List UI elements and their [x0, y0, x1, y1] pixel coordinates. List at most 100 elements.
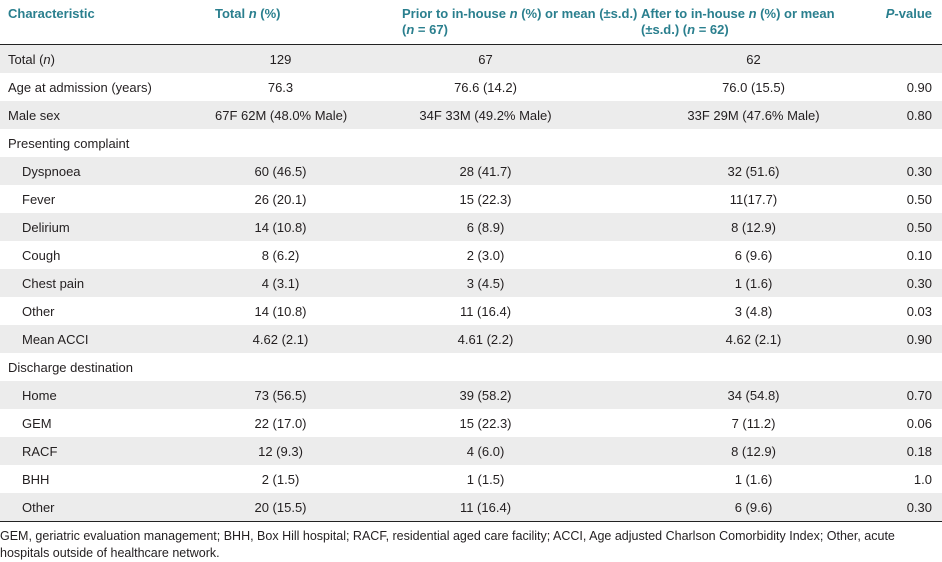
table-cell: [870, 45, 942, 74]
table-cell: 1 (1.6): [734, 471, 773, 487]
table-cell: 2 (1.5): [261, 471, 300, 487]
row-label: Home: [0, 381, 215, 409]
table-row: Chest pain 4 (3.1) 3 (4.5) 1 (1.6) 0.30: [0, 269, 942, 297]
text-part: RACF: [22, 443, 58, 459]
table-cell: 8 (6.2): [261, 247, 300, 263]
table-row: Total (n) 129 67 62: [0, 44, 942, 74]
table-cell: 0.50: [906, 219, 932, 235]
table-cell: 15 (22.3): [459, 415, 512, 431]
table-row: Age at admission (years) 76.3 76.6 (14.2) 7…: [0, 73, 942, 101]
text-part: (%) or mean (±s.d.) (: [402, 6, 638, 37]
table-cell: 22 (17.0): [254, 415, 307, 431]
text-part: Other: [22, 499, 55, 515]
table-cell: [641, 129, 870, 157]
footnote: GEM, geriatric evaluation management; BH…: [0, 529, 895, 560]
table-cell: [870, 129, 942, 157]
text-part: After to in-house: [641, 6, 749, 21]
header-cell: Total n (%): [215, 0, 402, 45]
table-cell: 11(17.7): [729, 191, 778, 207]
table-cell: 0.03: [906, 303, 932, 319]
table-cell: 0.30: [906, 275, 932, 291]
table-row: Cough 8 (6.2) 2 (3.0) 6 (9.6) 0.10: [0, 241, 942, 269]
table-cell: 1.0: [913, 471, 932, 487]
text-part: (%): [256, 6, 281, 21]
table-cell: 4.62 (2.1): [252, 331, 309, 347]
text-part: Cough: [22, 247, 61, 263]
text-part: = 67): [414, 22, 448, 37]
table-cell: [402, 129, 641, 157]
text-part: n: [509, 6, 518, 21]
table-cell: [402, 353, 641, 381]
table-cell: 76.0 (15.5): [722, 79, 785, 95]
header-cell: After to in-house n (%) or mean (±s.d.) …: [641, 0, 870, 45]
table-cell: 8 (12.9): [731, 219, 776, 235]
table-cell: 0.80: [906, 107, 932, 123]
table-cell: 76.6 (14.2): [454, 79, 517, 95]
table-cell: 14 (10.8): [254, 219, 307, 235]
table-cell: 6 (8.9): [466, 219, 505, 235]
row-label: GEM: [0, 409, 215, 437]
table-cell: 28 (41.7): [459, 163, 512, 179]
text-part: Total (: [8, 51, 44, 67]
text-part: (%) or mean (±s.d.) (: [641, 6, 835, 37]
header-cell: P-value: [870, 0, 942, 45]
table-cell: 67: [478, 51, 493, 67]
table-cell: 12 (9.3): [258, 443, 303, 459]
table-cell: 0.90: [906, 331, 932, 347]
table-cell: 129: [269, 51, 292, 67]
table-cell: 0.90: [906, 79, 932, 95]
table-cell: 0.70: [906, 387, 932, 403]
table-cell: 60 (46.5): [254, 163, 307, 179]
table-cell: [215, 129, 402, 157]
row-label: Other: [0, 297, 215, 325]
text-part: Dyspnoea: [22, 163, 81, 179]
text-part: Fever: [22, 191, 56, 207]
table-cell: 4 (6.0): [466, 443, 505, 459]
text-part: n: [748, 6, 757, 21]
text-part: n: [406, 22, 415, 37]
text-part: Chest pain: [22, 275, 85, 291]
table-row: Presenting complaint: [0, 129, 942, 157]
table-cell: 11 (16.4): [459, 303, 512, 319]
table-row: Other 14 (10.8) 11 (16.4) 3 (4.8) 0.03: [0, 297, 942, 325]
table-row: Mean ACCI 4.62 (2.1) 4.61 (2.2) 4.62 (2.1) 0…: [0, 325, 942, 353]
table-row: BHH 2 (1.5) 1 (1.5) 1 (1.6) 1.0: [0, 465, 942, 493]
row-label: Presenting complaint: [0, 129, 215, 157]
table-row: Other 20 (15.5) 11 (16.4) 6 (9.6) 0.30: [0, 493, 942, 522]
table-cell: 34 (54.8): [727, 387, 780, 403]
table-cell: 6 (9.6): [734, 247, 773, 263]
row-label: Fever: [0, 185, 215, 213]
table-cell: 6 (9.6): [641, 493, 870, 522]
table-cell: 4.62 (2.1): [725, 331, 782, 347]
table-cell: 3 (4.5): [466, 275, 505, 291]
text-part: Mean ACCI: [22, 331, 89, 347]
table-cell: 2 (3.0): [466, 247, 505, 263]
table-cell: 7 (11.2): [731, 415, 776, 431]
row-label: Dyspnoea: [0, 157, 215, 185]
text-part: n: [248, 6, 257, 21]
table-cell: 0.10: [906, 247, 932, 263]
text-part: Presenting complaint: [8, 135, 130, 151]
table-cell: 0.30: [870, 493, 942, 522]
table-row: Dyspnoea 60 (46.5) 28 (41.7) 32 (51.6) 0.30: [0, 157, 942, 185]
table-cell: 14 (10.8): [254, 303, 307, 319]
table-cell: 33F 29M (47.6% Male): [687, 107, 820, 123]
data-table: Characteristic Total n (%) Prior to in-hou…: [0, 0, 942, 522]
table-cell: 3 (4.8): [734, 303, 773, 319]
table-cell: 39 (58.2): [459, 387, 512, 403]
table-row: Fever 26 (20.1) 15 (22.3) 11(17.7) 0.50: [0, 185, 942, 213]
table-cell: 0.50: [906, 191, 932, 207]
row-label: Chest pain: [0, 269, 215, 297]
table-cell: 62: [746, 51, 761, 67]
header-cell: Characteristic: [0, 0, 215, 45]
table-cell: 20 (15.5): [215, 493, 402, 522]
table-cell: 4 (3.1): [261, 275, 300, 291]
row-label: Total (n): [0, 45, 215, 74]
row-label: Age at admission (years): [0, 73, 215, 101]
text-part: n: [43, 51, 51, 67]
row-label: Delirium: [0, 213, 215, 241]
table-cell: 73 (56.5): [254, 387, 307, 403]
header-cell: Prior to in-house n (%) or mean (±s.d.) …: [402, 0, 641, 45]
text-part: Total: [215, 6, 249, 21]
